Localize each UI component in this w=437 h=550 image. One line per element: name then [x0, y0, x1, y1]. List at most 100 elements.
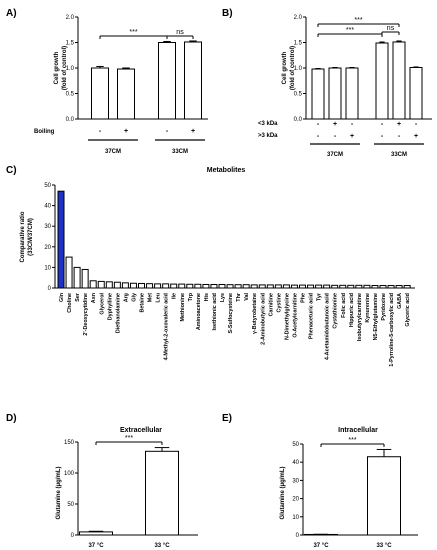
panel-b-factor-sign: +: [397, 121, 401, 128]
panel-c-bar-8: [121, 282, 129, 289]
panel-e-y-tick-label: 40: [292, 460, 299, 466]
panel-c-bar-23: [242, 284, 250, 289]
panel-e-y-tick-label: 50: [292, 442, 299, 448]
panel-c-y-label-line1: Comparative ratio: [20, 211, 26, 262]
panel-c-category-label: Folic acid: [341, 293, 347, 318]
panel-c-bar-19: [210, 283, 218, 289]
panel-c-category-label: Dyphylline: [107, 293, 113, 320]
panel-a-bar: [91, 67, 109, 120]
panel-d-category-label: 37 °C: [88, 543, 104, 549]
panel-c-category-label: Carnitine: [268, 293, 274, 316]
panel-c-bar-0: [57, 190, 65, 289]
panel-a-factor-label: Boiling: [34, 129, 55, 135]
panel-c-bar-25: [258, 284, 266, 289]
panel-c-bar-33: [323, 284, 331, 289]
panel-b-group-label: 37CM: [327, 152, 343, 158]
panel-c-category-label: Pyridoxine: [381, 293, 387, 321]
panel-a-y-tick-label: 0.0: [66, 117, 75, 123]
panel-c-bar-38: [363, 284, 371, 289]
panel-e-label: E): [222, 413, 232, 424]
panel-c-bar-30: [299, 284, 306, 289]
panel-c-category-label: Gly: [131, 293, 137, 302]
panel-a-factor-sign: +: [191, 128, 195, 135]
panel-c-bar-35: [339, 284, 347, 289]
panel-b-factor-sign: -: [334, 133, 337, 140]
panel-c-category-label: O-Acetylcarnitine: [292, 293, 298, 338]
panel-c-bar-7: [113, 281, 121, 289]
panel-c-bar-28: [282, 284, 290, 289]
panel-c-category-label: Betaine: [140, 293, 146, 312]
panel-d-bar: [79, 531, 113, 536]
panel-c-category-label: Kynurenine: [365, 293, 371, 323]
panel-c-bar-21: [226, 284, 234, 289]
panel-b-y-label-line2: (fold of control): [290, 46, 296, 90]
panel-c-y-tick-label: 40: [44, 204, 51, 210]
panel-b-significance: ns: [387, 25, 395, 32]
panel-c-bar-9: [129, 282, 137, 289]
panel-e-bar: [367, 456, 401, 536]
panel-d-y-tick-label: 50: [67, 502, 74, 508]
panel-c-category-label: Cystathionine: [333, 293, 339, 329]
panel-c-category-label: Methionine: [180, 293, 186, 321]
panel-c-y-tick-label: 20: [44, 245, 51, 251]
panel-c-category-label: γ-Butyrobetaine: [252, 293, 258, 334]
panel-c-bar-24: [250, 284, 258, 289]
panel-b-y-tick-label: 0.5: [294, 92, 303, 98]
panel-c-y-tick-label: 0: [48, 286, 52, 292]
panel-c-y-tick-label: 50: [44, 183, 51, 189]
panel-b-label: B): [222, 8, 233, 19]
panel-c-category-label: Thr: [236, 292, 242, 302]
panel-b-y-tick-label: 1.5: [294, 41, 303, 47]
panel-b-factor-label: >3 kDa: [258, 133, 278, 139]
panel-d-title: Extracellular: [120, 427, 162, 434]
panel-c-bar-31: [307, 284, 315, 289]
panel-c-category-label: N5-Ethylglutamine: [373, 293, 379, 340]
panel-a-y-label-line1: Cell growth: [54, 51, 60, 84]
panel-a-label: A): [6, 8, 17, 19]
panel-d-y-tick-label: 150: [64, 440, 75, 446]
panel-c-bar-34: [331, 284, 339, 289]
panel-c-bar-22: [234, 284, 242, 289]
panel-c-bar-27: [274, 284, 282, 289]
panel-a-bar: [184, 41, 202, 120]
panel-c-category-label: Diethanolamine: [115, 293, 121, 333]
panel-d-y-tick-label: 100: [64, 471, 75, 477]
panel-c-category-label: Aminoacetone: [196, 293, 202, 330]
panel-c-category-label: N-Dimethylglycine: [284, 293, 290, 340]
panel-c-bar-10: [138, 282, 145, 289]
panel-e-significance: ***: [348, 437, 356, 444]
panel-c-bar-29: [290, 284, 298, 289]
panel-c-bar-17: [194, 283, 202, 289]
panel-c-category-label: Gln: [59, 293, 65, 302]
panel-e-y-tick-label: 10: [292, 515, 299, 521]
panel-c-category-label: Ser: [75, 292, 81, 302]
panel-c-category-label: Hippuric acid: [349, 293, 355, 327]
panel-c-category-label: Isobutyrylcarnitine: [357, 293, 363, 341]
panel-c-bar-16: [186, 283, 194, 289]
panel-b-factor-sign: -: [317, 133, 320, 140]
panel-c-bar-36: [347, 284, 355, 289]
panel-a-y-tick-label: 1.0: [66, 66, 75, 72]
panel-c-bar-37: [355, 284, 363, 289]
panel-c-category-label: Leu: [156, 293, 162, 303]
panel-e-y-tick-label: 20: [292, 497, 299, 503]
panel-e-title: Intracellular: [338, 427, 378, 434]
panel-a-factor-sign: -: [99, 128, 102, 135]
panel-c-bar-12: [154, 283, 162, 289]
panel-c-category-label: Tyr: [317, 292, 323, 301]
panel-c-category-label: Cystine: [276, 293, 282, 312]
panel-c-category-label: Choline: [67, 293, 73, 313]
panel-c-bar-6: [105, 281, 113, 289]
panel-c-category-label: Arg: [123, 293, 129, 302]
panel-b-bar: [311, 68, 325, 120]
panel-b-factor-sign: -: [351, 121, 354, 128]
panel-e-category-label: 33 °C: [376, 543, 392, 549]
panel-b-bar: [328, 67, 342, 120]
panel-c-bar-18: [202, 283, 210, 289]
panel-a-y-tick-label: 2.0: [66, 15, 75, 21]
panel-c-label: C): [6, 165, 17, 176]
panel-c-bar-42: [395, 285, 403, 289]
panel-b-factor-sign: -: [317, 121, 320, 128]
panel-a-group-label: 37CM: [105, 149, 121, 155]
